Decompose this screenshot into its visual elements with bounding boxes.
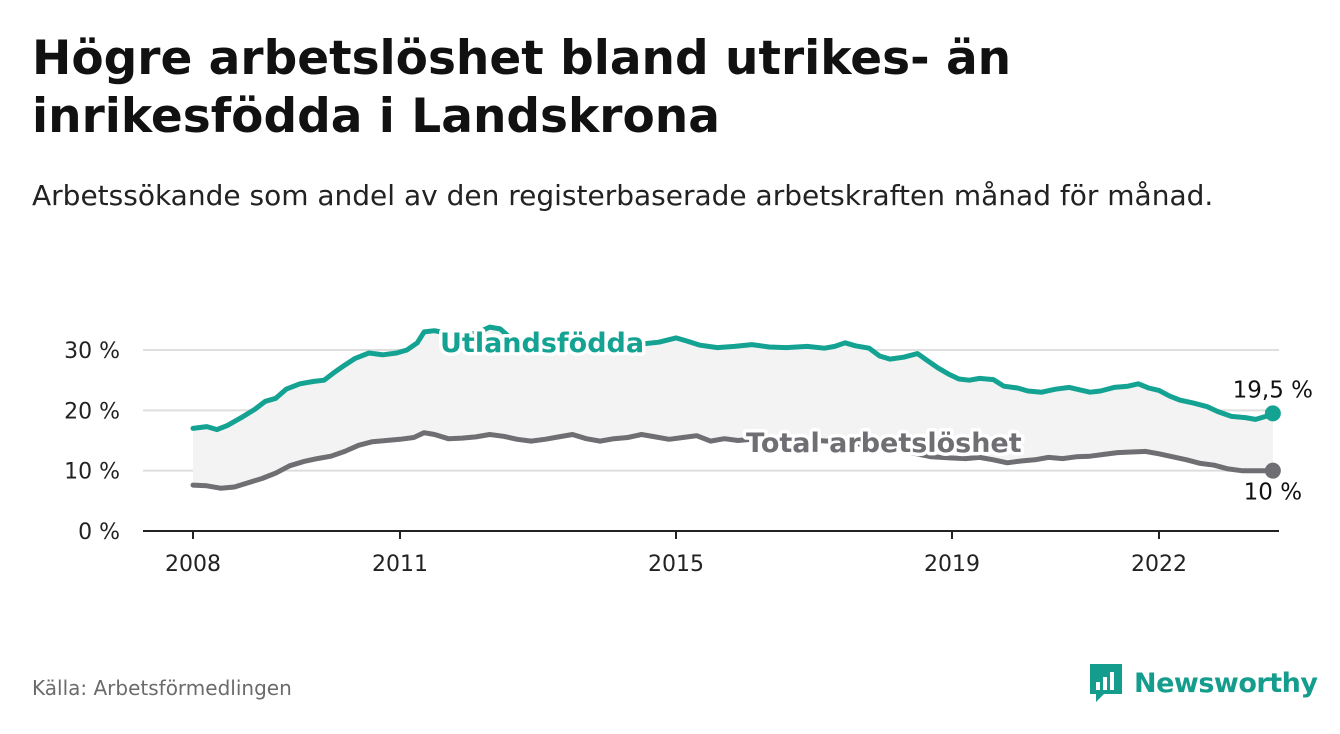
x-tick-label: 2008 <box>165 552 221 577</box>
series-label-utlandsfodda: Utlandsfödda <box>440 328 644 359</box>
series-label-total: Total arbetslöshet <box>746 428 1022 459</box>
x-tick-label: 2011 <box>372 552 428 577</box>
end-label-utlandsfodda: 19,5 % <box>1233 377 1313 403</box>
logo-text: Newsworthy <box>1134 667 1318 699</box>
x-tick-label: 2015 <box>648 552 704 577</box>
chart-subtitle: Arbetssökande som andel av den registerb… <box>32 179 1214 212</box>
line-chart: 0 % 10 % 20 % 30 % 2008 2011 2015 2019 2022 Utla… <box>64 324 1316 578</box>
newsworthy-logo: Newsworthy <box>1088 660 1318 706</box>
chart-title: Högre arbetslöshet bland utrikes- än inr… <box>32 31 1012 144</box>
y-tick-label: 10 % <box>64 460 120 485</box>
series-end-point-utlandsfodda <box>1264 405 1281 422</box>
chart-labels: Utlandsfödda Total arbetslöshet 19,5 % 10 % <box>437 325 1316 509</box>
series-line-total <box>190 430 1276 491</box>
source-note: Källa: Arbetsförmedlingen <box>32 676 292 700</box>
end-label-total: 10 % <box>1244 480 1302 506</box>
series-lines <box>190 324 1281 491</box>
series-end-point-total <box>1264 462 1281 479</box>
gap-band <box>193 327 1273 489</box>
y-tick-label: 0 % <box>78 520 120 545</box>
series-line-utlandsfodda <box>190 324 1276 433</box>
y-tick-label: 30 % <box>64 339 120 364</box>
bar-chart-speech-icon <box>1090 664 1122 702</box>
x-tick-label: 2019 <box>924 552 980 577</box>
axes: 0 % 10 % 20 % 30 % 2008 2011 2015 2019 2022 <box>64 339 1279 577</box>
x-tick-label: 2022 <box>1131 552 1187 577</box>
y-tick-label: 20 % <box>64 399 120 424</box>
